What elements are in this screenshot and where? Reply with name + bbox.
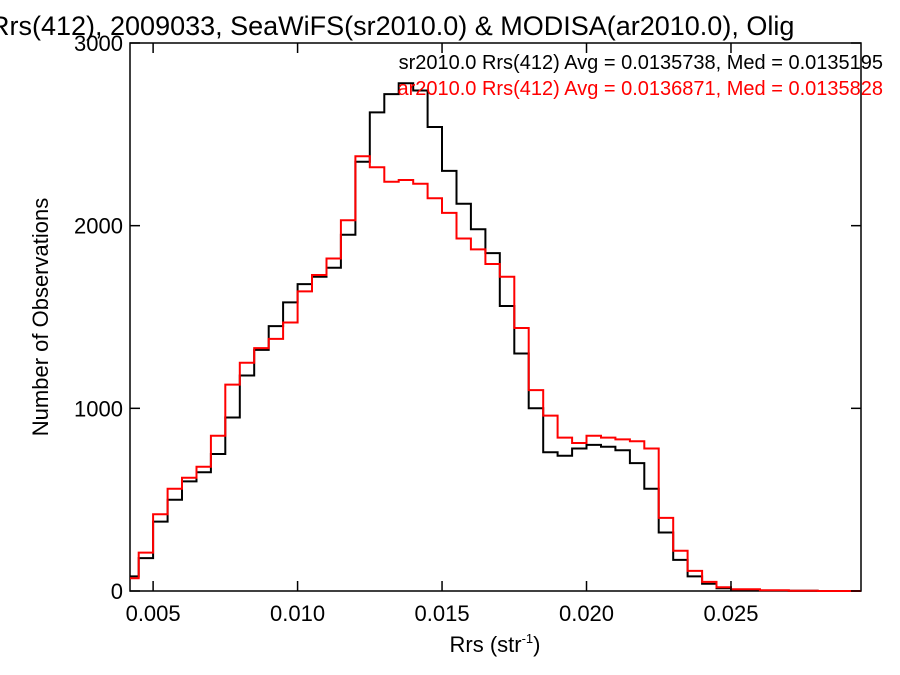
series-line-0	[130, 82, 861, 592]
series-layer	[130, 82, 861, 592]
chart-title: Rrs(412), 2009033, SeaWiFS(sr2010.0) & M…	[0, 11, 794, 41]
y-tick-label-0: 0	[111, 579, 123, 604]
x-tick-label-1: 0.010	[270, 601, 325, 626]
x-axis-label-suffix: )	[533, 632, 540, 657]
annotation-sr2010: sr2010.0 Rrs(412) Avg = 0.0135738, Med =…	[399, 52, 883, 74]
x-tick-label-4: 0.025	[703, 601, 758, 626]
tick-layer: 0.005 0.010 0.015 0.020 0.025 0 1000 2000 3000	[74, 31, 861, 626]
y-tick-label-2: 2000	[74, 214, 123, 239]
x-tick-label-3: 0.020	[559, 601, 614, 626]
plot-frame	[129, 42, 862, 592]
x-axis-label: Rrs (str-1)	[450, 631, 541, 657]
x-axis-label-sup: -1	[522, 631, 534, 646]
y-axis-label: Number of Observations	[28, 198, 53, 436]
annotation-ar2010: ar2010.0 Rrs(412) Avg = 0.0136871, Med =…	[397, 78, 883, 100]
x-tick-label-0: 0.005	[126, 601, 181, 626]
y-tick-label-1: 1000	[74, 396, 123, 421]
y-tick-label-3: 3000	[74, 31, 123, 56]
x-axis-label-main: Rrs (str	[450, 632, 522, 657]
x-tick-label-2: 0.015	[415, 601, 470, 626]
series-line-1	[130, 155, 861, 592]
